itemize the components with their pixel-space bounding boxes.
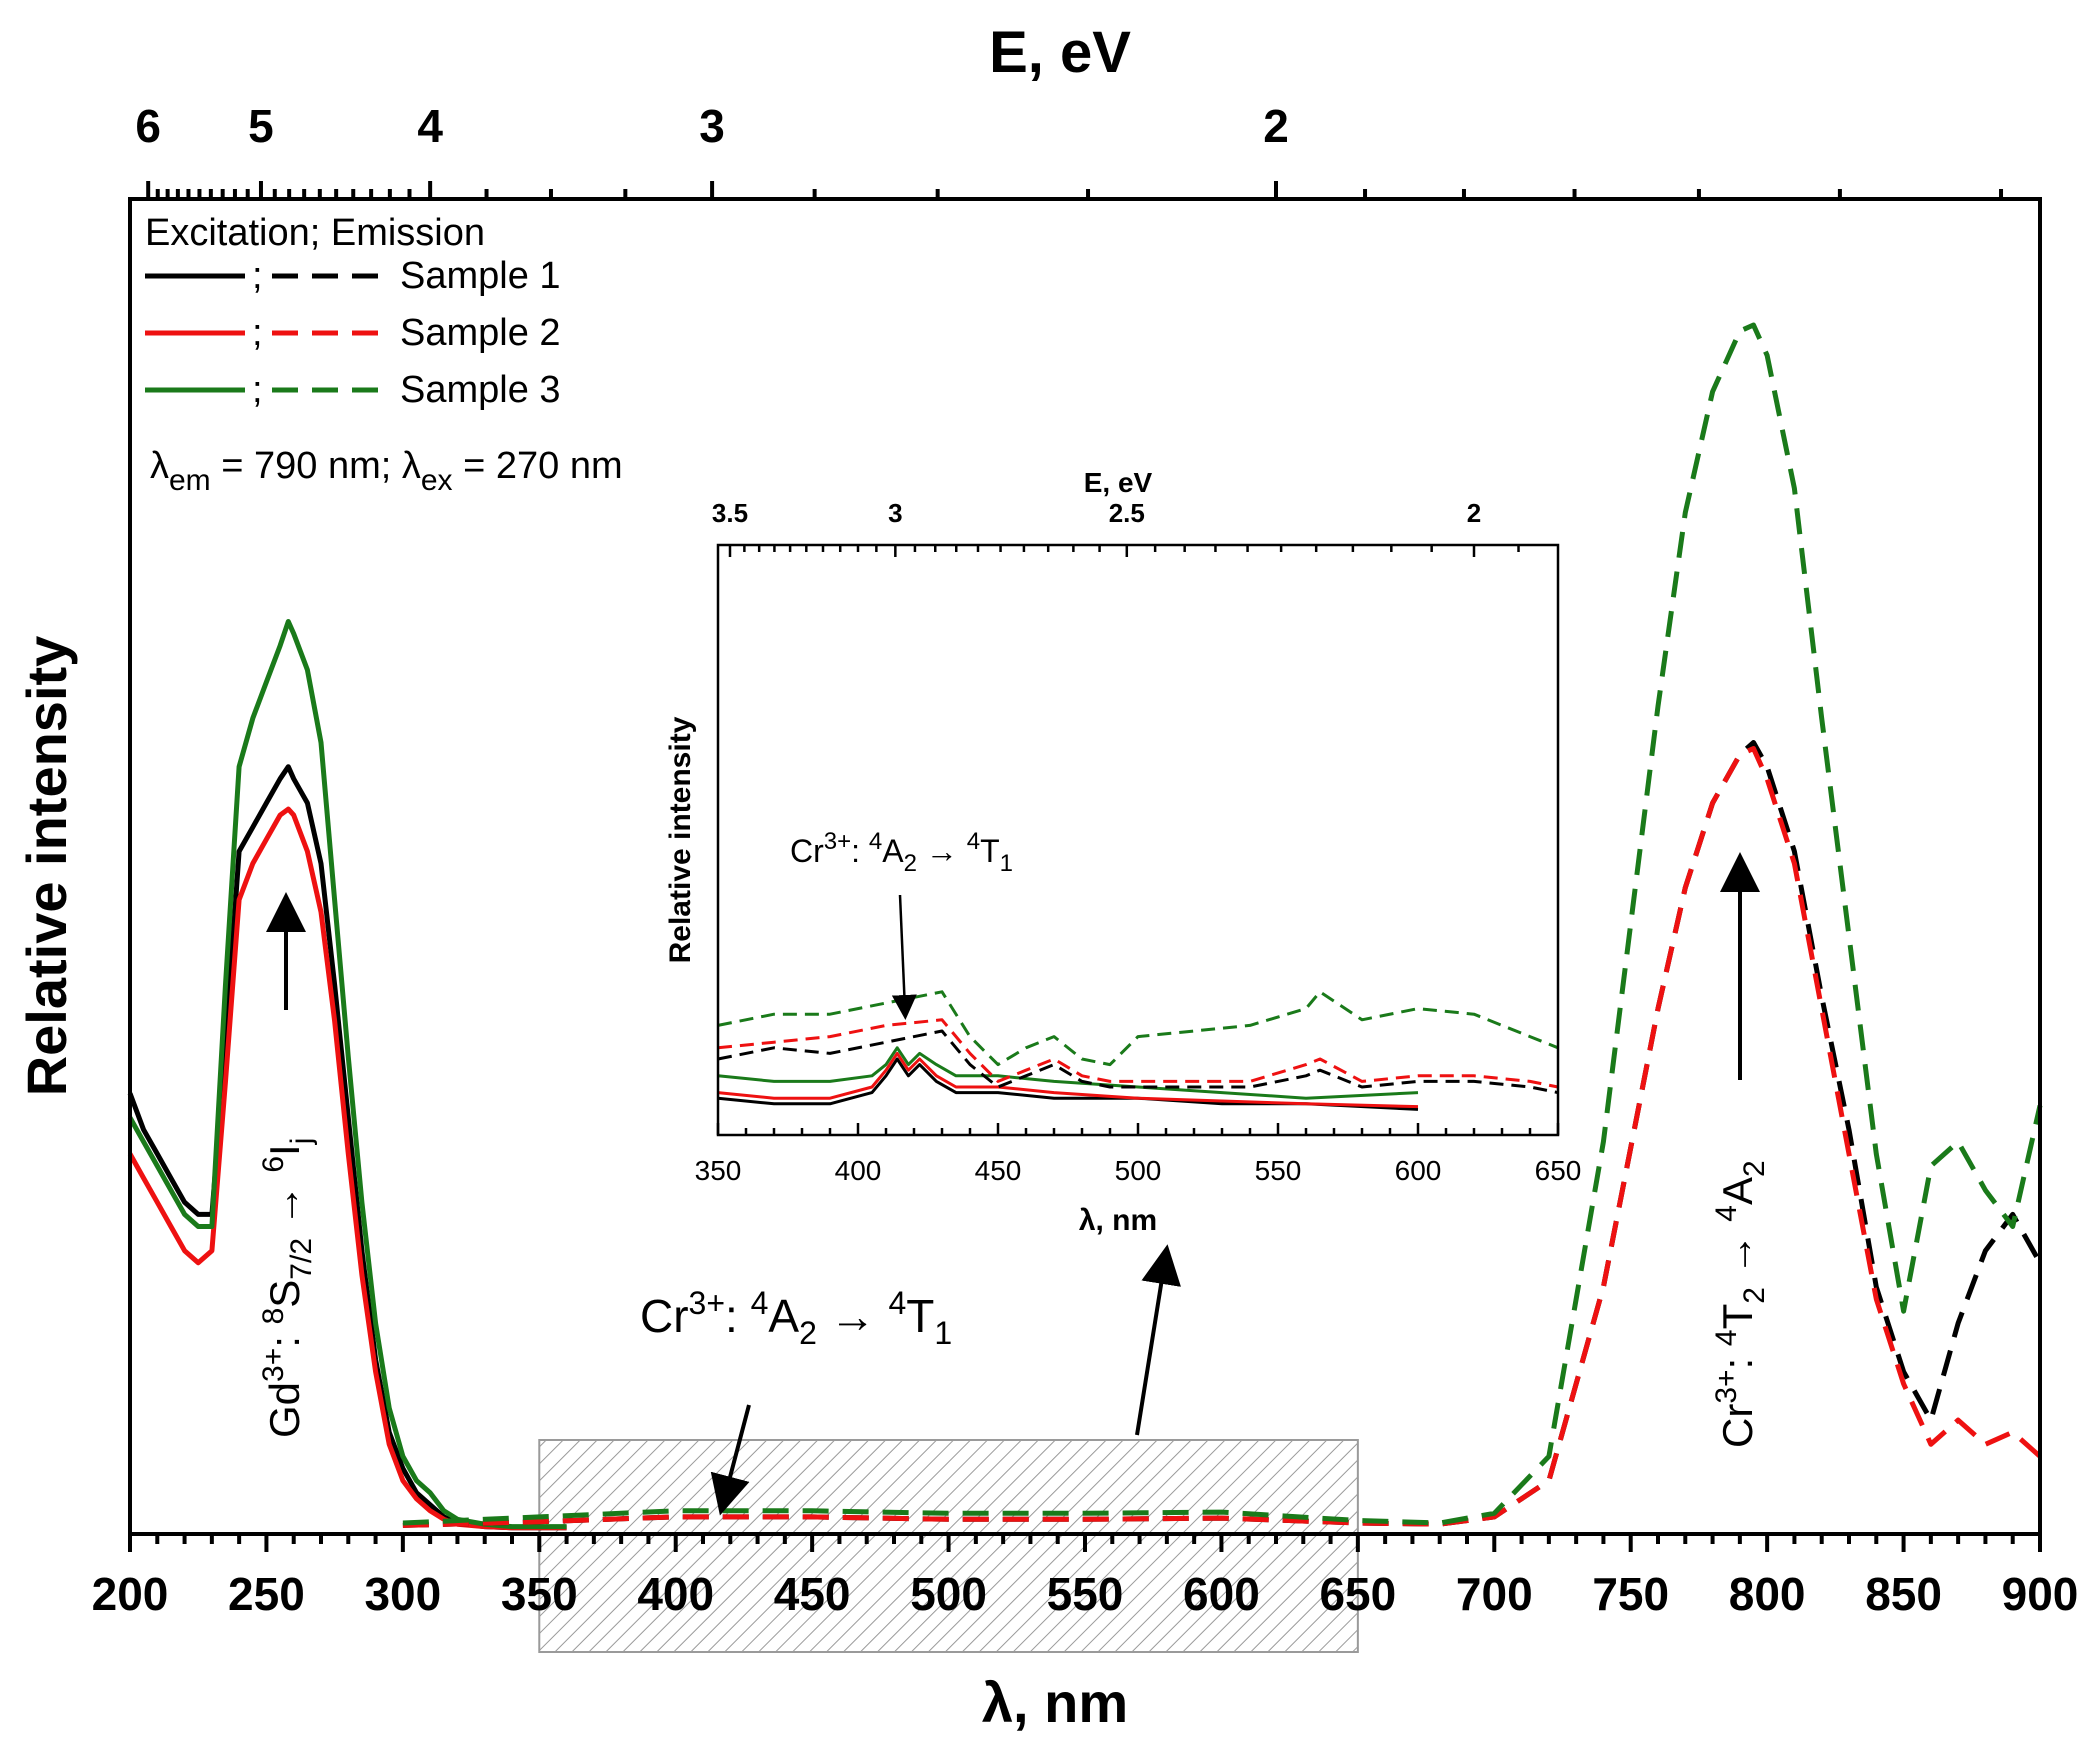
main-x-tick-label: 350 [501,1568,578,1620]
main-x-tick-label: 300 [364,1568,441,1620]
legend-note: λem = 790 nm; λex = 270 nm [150,445,623,497]
main-x-axis-title: λ, nm [982,1671,1128,1734]
inset-x-tick-label: 650 [1535,1155,1582,1186]
cr-4t1-label: Cr3+: 4A2 → 4T1 [640,1285,952,1351]
legend-header: Excitation; Emission [145,212,485,254]
main-x-tick-label: 200 [92,1568,169,1620]
main-plot: 200 250 300 350 400 450 500 550 600 650 700 750 800 8… [15,20,2078,1734]
main-x-tick-label: 900 [2002,1568,2079,1620]
inset-emission-series-sample-1 [717,1029,1559,1095]
main-x-tick-label: 800 [1729,1568,1806,1620]
main-x-tick-label: 700 [1456,1568,1533,1620]
inset-top-tick-label: 2.5 [1109,498,1145,528]
inset-excitation-series-sample-2 [717,1051,1419,1109]
inset-x-tick-label: 450 [975,1155,1022,1186]
main-top-tick-label: 5 [248,100,274,152]
inset-x-tick-label: 600 [1395,1155,1442,1186]
inset-excitation-series-sample-3 [717,1046,1419,1100]
main-x-tick-label: 650 [1319,1568,1396,1620]
main-excitation-series-sample-2 [127,806,567,1531]
legend-separator: ; [252,369,263,411]
main-emission-series-sample-3 [402,322,2043,1526]
main-x-tick-label: 250 [228,1568,305,1620]
legend-label: Sample 2 [400,312,561,354]
main-top-tick-label: 3 [699,100,725,152]
inset-annotation-label: Cr3+: 4A2 → 4T1 [790,828,1013,877]
main-x-tick-label: 400 [637,1568,714,1620]
inset-top-axis-title: E, eV [1084,467,1153,498]
legend-separator: ; [252,255,263,297]
legend-separator: ; [252,312,263,354]
main-x-tick-label: 600 [1183,1568,1260,1620]
main-x-tick-label: 850 [1865,1568,1942,1620]
inset-x-tick-label: 400 [835,1155,882,1186]
inset-pointer-arrow [1135,1244,1181,1436]
gd-transition-label: Gd3+: 8S7/2 → 6Ij [257,1138,318,1438]
inset-top-tick-label: 3.5 [712,498,748,528]
main-x-tick-label: 450 [774,1568,851,1620]
legend-label: Sample 1 [400,255,561,297]
main-top-tick-label: 6 [135,100,161,152]
inset-x-axis-title: λ, nm [1079,1204,1157,1237]
cr-4t1-arrow [710,1404,751,1516]
cr-4a2-label: Cr3+: 4T2 → 4A2 [1710,1160,1771,1448]
legend-label: Sample 3 [400,369,561,411]
inset-top-tick-label: 3 [888,498,902,528]
main-emission-series-sample-2 [402,746,2042,1528]
legend: Excitation; Emission ; Sample 1; Sample 2;… [145,212,623,497]
inset-emission-series-sample-2 [717,1018,1559,1089]
main-x-tick-label: 750 [1592,1568,1669,1620]
inset-annotation-arrow [891,894,917,1020]
main-x-tick-label: 550 [1047,1568,1124,1620]
inset-x-tick-label: 550 [1255,1155,1302,1186]
main-top-tick-label: 2 [1263,100,1289,152]
inset-y-axis-title: Relative intensity [664,716,697,963]
inset-top-tick-label: 2 [1467,498,1481,528]
main-top-tick-label: 4 [417,100,443,152]
main-top-axis-title: E, eV [989,20,1131,85]
inset-x-tick-label: 500 [1115,1155,1162,1186]
main-excitation-series-sample-3 [127,619,567,1530]
inset-x-tick-label: 350 [695,1155,742,1186]
main-x-tick-label: 500 [910,1568,987,1620]
inset-plot: 350 400 450 500 550 600 650 3.5 3 2.5 2 λ, nm E, … [664,467,1581,1237]
main-y-axis-title: Relative intensity [15,636,78,1097]
